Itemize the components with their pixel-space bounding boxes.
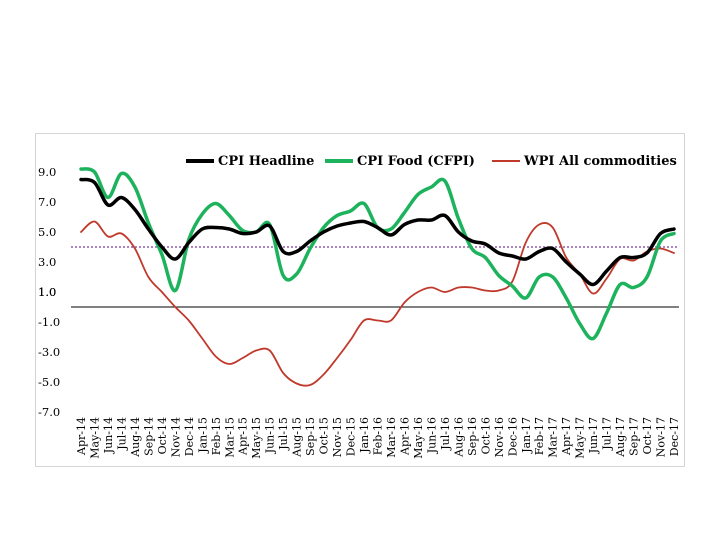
x-tick-label: Apr-14 — [75, 417, 88, 456]
x-tick-label: Feb-16 — [372, 417, 385, 455]
y-tick-label: 7.0 — [38, 195, 56, 209]
x-tick-label: Aug-16 — [452, 417, 465, 458]
x-tick-label: Jun-15 — [264, 417, 277, 454]
x-tick-label: Nov-15 — [331, 417, 344, 457]
x-tick-label: Feb-15 — [210, 417, 223, 455]
x-tick-label: Mar-17 — [547, 417, 560, 458]
y-tick-label: -5.0 — [38, 375, 60, 389]
series-line-cpi-headline — [79, 177, 676, 287]
y-tick-label: 3.0 — [38, 255, 56, 269]
y-tick-label: -3.0 — [38, 345, 60, 359]
plot-area — [71, 167, 679, 387]
legend-item-cpi-headline: CPI Headline — [186, 154, 314, 169]
x-tick-label: Dec-16 — [506, 417, 519, 456]
x-tick-label: May-17 — [574, 417, 587, 459]
x-tick-label: Jul-17 — [601, 417, 614, 451]
x-tick-label: Apr-17 — [560, 417, 573, 456]
x-tick-label: Aug-17 — [614, 417, 627, 458]
x-tick-label: Jun-17 — [587, 417, 600, 454]
legend-label-cpi-headline: CPI Headline — [218, 154, 314, 169]
x-tick-label: May-15 — [250, 417, 263, 459]
y-tick-label: -7.0 — [38, 405, 60, 419]
x-tick-label: Feb-17 — [533, 417, 546, 455]
x-tick-label: Jan-17 — [520, 417, 533, 454]
x-tick-label: Jan-16 — [358, 417, 371, 454]
y-tick-label: 1.0 — [38, 285, 56, 299]
x-tick-label: Sep-15 — [304, 417, 317, 456]
y-tick-label: 5.0 — [38, 225, 56, 239]
x-tick-label: Apr-16 — [398, 417, 411, 456]
y-axis-ticks: 9.07.05.03.01.01.0-1.0-3.0-5.0-7.0 — [38, 165, 60, 419]
x-tick-label: Jul-14 — [115, 417, 128, 451]
x-tick-label: Oct-17 — [641, 417, 654, 454]
legend-item-cpi-food: CPI Food (CFPI) — [325, 154, 475, 169]
x-tick-label: Mar-15 — [223, 417, 236, 458]
x-tick-label: Nov-17 — [655, 417, 668, 457]
legend-label-wpi: WPI All commodities — [523, 154, 677, 169]
x-tick-label: Jun-14 — [102, 417, 115, 454]
legend-item-wpi: WPI All commodities — [492, 154, 677, 169]
x-tick-label: Oct-15 — [318, 417, 331, 454]
y-tick-label: 1.0 — [38, 285, 56, 299]
legend-label-cpi-food: CPI Food (CFPI) — [357, 154, 475, 169]
x-tick-label: Jun-16 — [425, 417, 438, 454]
x-tick-label: Dec-14 — [183, 417, 196, 456]
x-tick-label: Oct-16 — [479, 417, 492, 454]
x-tick-label: Nov-14 — [169, 417, 182, 457]
x-tick-label: Jul-16 — [439, 417, 452, 451]
x-tick-label: Sep-14 — [142, 417, 155, 456]
x-tick-label: Nov-16 — [493, 417, 506, 457]
x-tick-label: Oct-14 — [156, 417, 169, 454]
x-tick-label: May-16 — [412, 417, 425, 459]
x-axis-ticks: Apr-14 May-14 Jun-14 Jul-14 Aug-14 Sep-14 Oct-… — [75, 417, 681, 459]
x-tick-label: Aug-15 — [291, 417, 304, 458]
chart-frame: CPI Headline CPI Food (CFPI) WPI All com… — [35, 133, 685, 467]
series-line-wpi — [80, 220, 675, 387]
x-tick-label: Sep-16 — [466, 417, 479, 456]
series-line-cpi-food — [79, 167, 676, 341]
line-chart: CPI Headline CPI Food (CFPI) WPI All com… — [38, 154, 681, 459]
x-tick-label: Jan-15 — [196, 417, 209, 454]
x-tick-label: Aug-14 — [129, 417, 142, 458]
y-tick-label: 9.0 — [38, 165, 56, 179]
y-tick-label: -1.0 — [38, 315, 60, 329]
x-tick-label: May-14 — [88, 417, 101, 459]
x-tick-label: Dec-15 — [345, 417, 358, 456]
x-tick-label: Dec-17 — [668, 417, 681, 456]
x-tick-label: Jul-15 — [277, 417, 290, 451]
x-tick-label: Sep-17 — [628, 417, 641, 456]
x-tick-label: Mar-16 — [385, 417, 398, 458]
x-tick-label: Apr-15 — [237, 417, 250, 456]
legend: CPI Headline CPI Food (CFPI) WPI All com… — [186, 154, 677, 169]
